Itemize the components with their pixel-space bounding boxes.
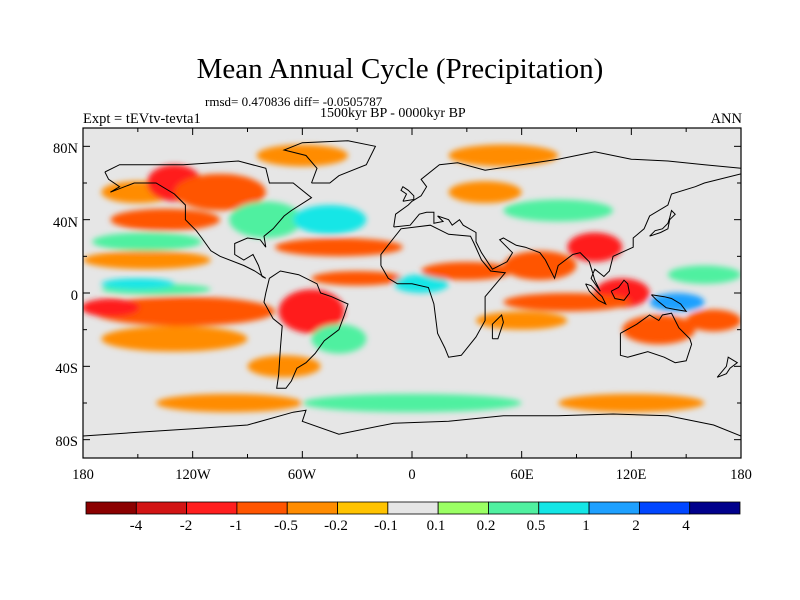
stats-line: rmsd= 0.470836 diff= -0.0505787 bbox=[205, 94, 383, 109]
coastline-borneo bbox=[610, 279, 631, 301]
field-anomaly-blob bbox=[302, 393, 522, 413]
field-anomaly-blob bbox=[421, 261, 513, 281]
coastline-japan bbox=[649, 209, 676, 237]
lon-tick-label: 120E bbox=[615, 467, 647, 483]
coastlines bbox=[83, 140, 741, 437]
coastline-north-america bbox=[104, 160, 313, 279]
field-anomaly-blob bbox=[475, 311, 568, 330]
field-anomaly-blob bbox=[174, 173, 266, 211]
season-label: ANN bbox=[710, 111, 742, 127]
field-anomaly-blob bbox=[92, 232, 202, 251]
colorbar-swatch bbox=[85, 501, 137, 515]
coastline-eurasia bbox=[393, 151, 741, 292]
colorbar-swatch bbox=[387, 501, 439, 515]
field-anomaly-blob bbox=[101, 278, 175, 290]
coastline-new-guinea bbox=[651, 294, 688, 312]
field-anomaly-blob bbox=[503, 293, 632, 312]
field-anomaly-blob bbox=[247, 355, 321, 378]
field-anomaly-blob bbox=[667, 265, 741, 284]
colorbar-swatch bbox=[488, 501, 540, 515]
lat-tick-label: 80S bbox=[55, 434, 78, 450]
coastline-sumatra bbox=[585, 283, 607, 306]
field-anomaly-blob bbox=[101, 326, 248, 352]
field-anomaly-blob bbox=[83, 298, 140, 317]
field-anomaly-blob bbox=[448, 144, 559, 167]
field-anomaly-blob bbox=[503, 250, 577, 281]
colorbar-label: -2 bbox=[179, 518, 193, 534]
coastline-madagascar bbox=[491, 314, 504, 340]
colorbar-label: -0.1 bbox=[374, 518, 398, 534]
field-anomaly-blob bbox=[311, 271, 403, 286]
colorbar-swatch bbox=[337, 501, 389, 515]
precipitation-field bbox=[83, 144, 741, 413]
lon-tick-label: 180 bbox=[730, 467, 752, 483]
field-anomaly-blob bbox=[83, 250, 211, 270]
colorbar bbox=[85, 501, 741, 515]
field-anomaly-blob bbox=[567, 232, 623, 262]
experiment-label: Expt = tEVtv-tevta1 bbox=[83, 111, 201, 127]
chart-title: Mean Annual Cycle (Precipitation) bbox=[196, 53, 604, 85]
field-anomaly-blob bbox=[293, 205, 367, 235]
colorbar-label: -1 bbox=[229, 518, 243, 534]
field-anomaly-blob bbox=[311, 324, 367, 354]
field-anomaly-blob bbox=[448, 181, 522, 204]
coastline-uk bbox=[400, 185, 415, 202]
colorbar-swatch bbox=[538, 501, 590, 515]
lon-tick-label: 120W bbox=[175, 467, 211, 483]
coastline-australia bbox=[619, 312, 693, 364]
field-anomaly-blob bbox=[274, 238, 403, 257]
field-anomaly-blob bbox=[110, 208, 221, 231]
axis-ticks bbox=[82, 128, 742, 458]
colorbar-swatch bbox=[437, 501, 489, 515]
coastline-antarctica bbox=[83, 409, 741, 437]
lat-tick-label: 40S bbox=[55, 361, 78, 377]
colorbar-swatch bbox=[588, 501, 640, 515]
colorbar-label: 4 bbox=[682, 518, 690, 534]
field-anomaly-blob bbox=[622, 315, 696, 345]
colorbar-label: 0.2 bbox=[476, 518, 496, 534]
lon-tick-label: 180 bbox=[72, 467, 94, 483]
colorbar-swatch bbox=[236, 501, 288, 515]
colorbar-swatch bbox=[135, 501, 188, 515]
field-anomaly-blob bbox=[393, 274, 449, 294]
field-anomaly-blob bbox=[558, 393, 705, 413]
colorbar-label: -0.5 bbox=[274, 518, 298, 534]
field-anomaly-blob bbox=[278, 289, 345, 334]
field-anomaly-blob bbox=[92, 296, 275, 327]
colorbar-swatch bbox=[186, 501, 238, 515]
lon-tick-label: 60E bbox=[510, 467, 534, 483]
coastline-greenland bbox=[282, 140, 377, 184]
colorbar-swatch bbox=[689, 501, 741, 515]
colorbar-label: 0.1 bbox=[426, 518, 446, 534]
colorbar-swatch bbox=[286, 501, 338, 515]
field-anomaly-blob bbox=[156, 393, 303, 413]
lon-tick-label: 60W bbox=[287, 467, 317, 483]
coastline-south-america bbox=[263, 270, 349, 389]
lat-tick-label: 80N bbox=[53, 141, 78, 157]
lat-tick-label: 40N bbox=[53, 215, 78, 231]
field-anomaly-blob bbox=[256, 144, 349, 167]
lat-tick-label: 0 bbox=[70, 288, 78, 304]
field-anomaly-blob bbox=[229, 201, 303, 239]
colorbar-label: -0.2 bbox=[324, 518, 348, 534]
coastline-africa bbox=[380, 224, 507, 358]
lon-tick-label: 0 bbox=[408, 467, 416, 483]
field-anomaly-blob bbox=[503, 199, 614, 222]
colorbar-swatch bbox=[638, 501, 691, 515]
colorbar-label: 2 bbox=[632, 518, 640, 534]
colorbar-label: 1 bbox=[582, 518, 590, 534]
colorbar-label: -4 bbox=[129, 518, 143, 534]
coastline-new-zealand bbox=[716, 356, 739, 378]
field-anomaly-blob bbox=[686, 309, 741, 332]
colorbar-label: 0.5 bbox=[526, 518, 546, 534]
period-line: 1500kyr BP - 0000kyr BP bbox=[320, 106, 466, 121]
